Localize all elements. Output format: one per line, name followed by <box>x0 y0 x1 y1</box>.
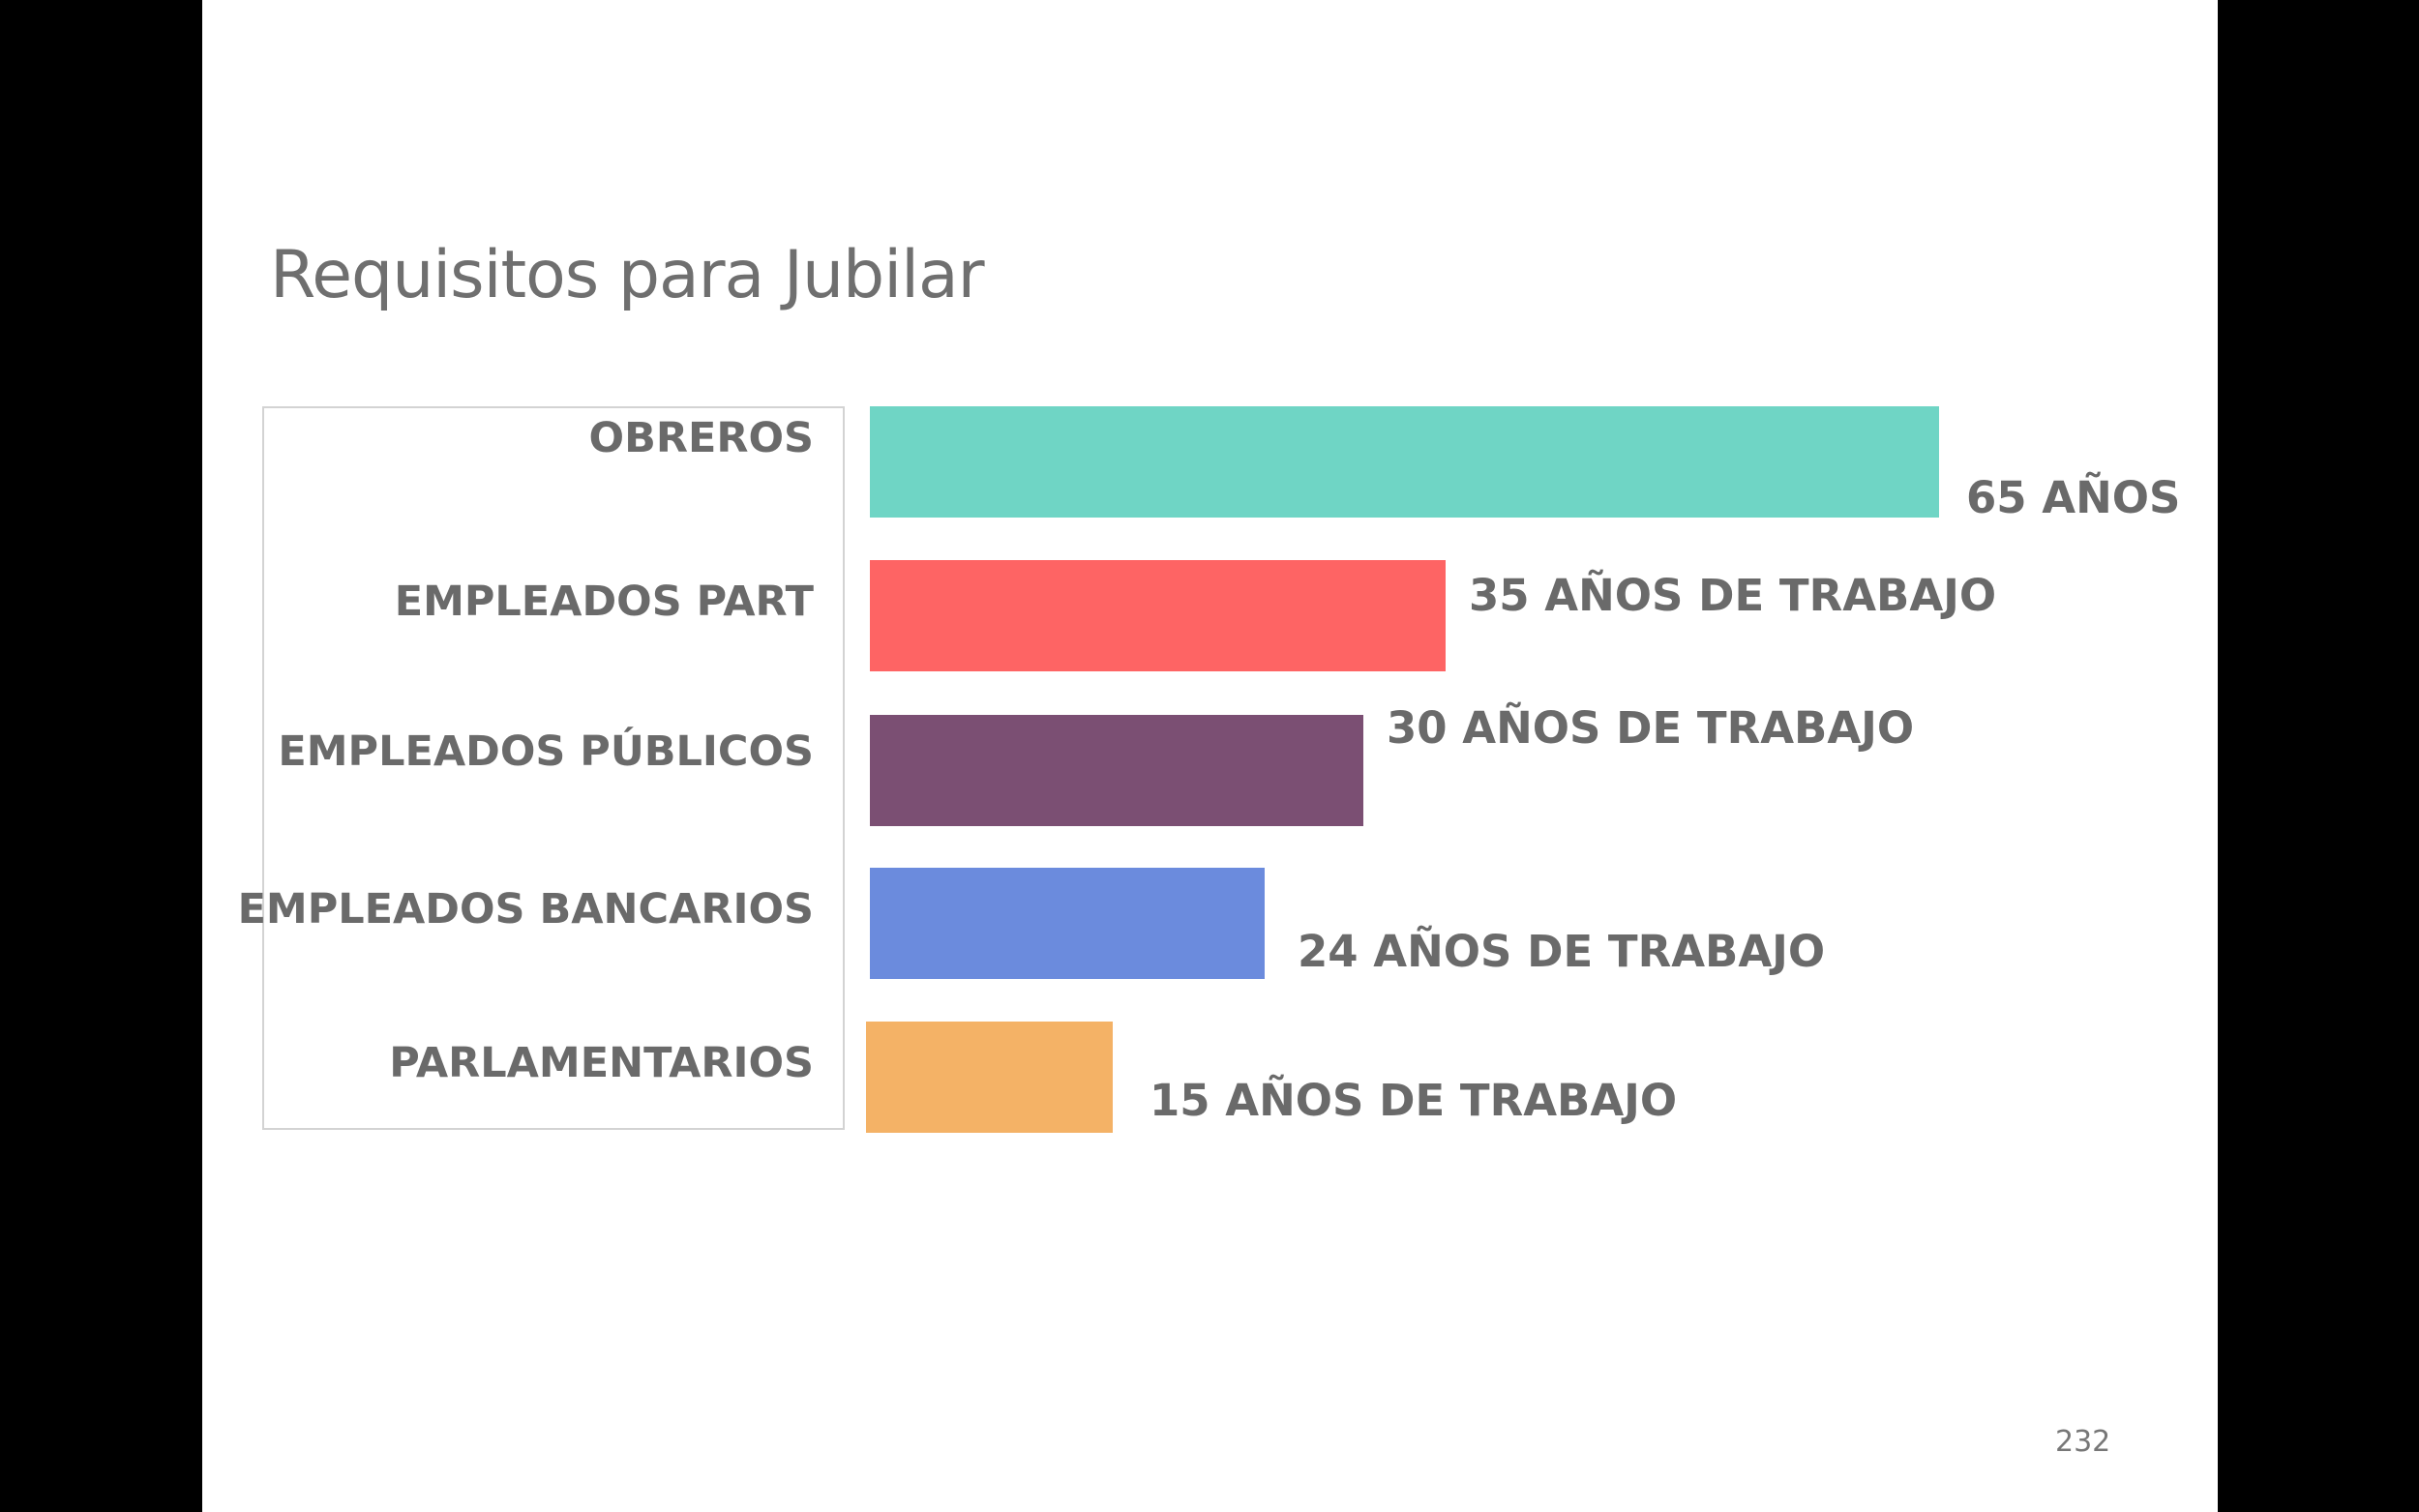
bar <box>870 406 1939 518</box>
data-label: 65 AÑOS <box>1966 472 2181 523</box>
slide: Requisitos para Jubilar OBREROS 65 AÑOS EM… <box>202 0 2218 1512</box>
category-label: OBREROS <box>588 414 814 462</box>
chart-title: Requisitos para Jubilar <box>270 237 985 313</box>
page-number: 232 <box>2055 1425 2111 1459</box>
data-label: 24 AÑOS DE TRABAJO <box>1298 926 1826 977</box>
bar <box>866 1022 1113 1133</box>
data-label: 30 AÑOS DE TRABAJO <box>1387 702 1915 754</box>
category-label-box <box>262 406 845 1130</box>
bar <box>870 868 1265 979</box>
category-label: EMPLEADOS PART <box>394 578 814 626</box>
category-label: PARLAMENTARIOS <box>389 1039 814 1087</box>
bar <box>870 715 1363 826</box>
bar <box>870 560 1446 671</box>
data-label: 35 AÑOS DE TRABAJO <box>1469 570 1997 621</box>
category-label: EMPLEADOS PÚBLICOS <box>278 727 814 776</box>
data-label: 15 AÑOS DE TRABAJO <box>1150 1075 1678 1126</box>
category-label: EMPLEADOS BANCARIOS <box>237 885 814 934</box>
